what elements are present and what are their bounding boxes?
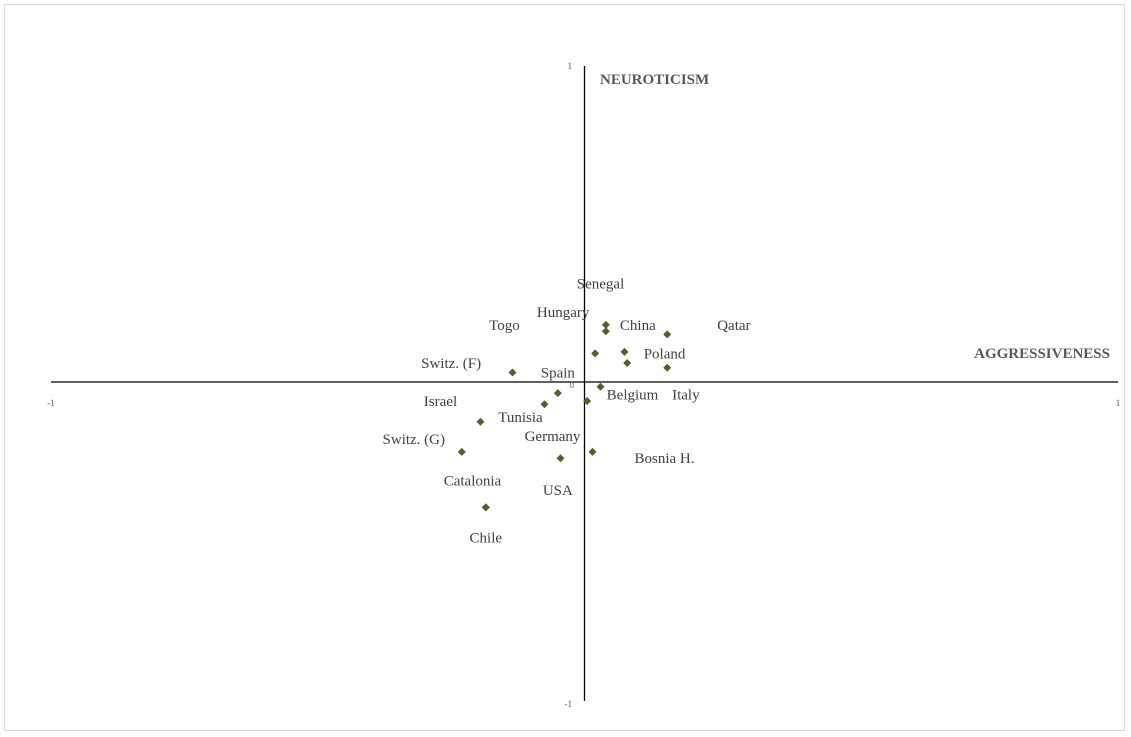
data-point [596,382,605,391]
data-points [457,320,672,512]
data-point [663,363,672,372]
y-axis-title: NEUROTICISM [600,72,709,88]
data-label: Hungary [537,305,590,321]
origin-tick: 0 [570,380,575,390]
axes: AGGRESSIVENESS NEUROTICISM -1 1 1 -1 0 [47,61,1120,709]
data-point [481,503,490,512]
data-point [601,327,610,336]
data-label: Switz. (F) [421,356,481,372]
data-point [620,347,629,356]
data-point [588,447,597,456]
y-tick-max: 1 [568,61,573,71]
data-label: Catalonia [444,473,502,489]
data-point [556,454,565,463]
x-tick-max: 1 [1116,398,1121,408]
data-point [583,397,592,406]
data-label: China [620,318,656,334]
data-label: Chile [470,531,503,547]
data-point [663,330,672,339]
data-point [591,349,600,358]
chart-frame [4,4,1125,731]
data-label: Spain [541,365,576,381]
data-label: Israel [424,394,457,410]
data-label: Qatar [717,318,750,334]
data-point [553,389,562,398]
data-label: USA [543,483,573,499]
data-label: Tunisia [498,410,543,426]
data-labels: Senegal Hungary China Togo Qatar Poland Italy S… [383,277,751,547]
data-label: Germany [525,429,581,445]
data-point [623,358,632,367]
data-label: Poland [644,346,686,362]
data-label: Bosnia H. [635,451,695,467]
data-point [476,417,485,426]
x-tick-min: -1 [47,398,55,408]
data-label: Belgium [607,388,659,404]
data-label: Togo [489,318,520,334]
y-tick-min: -1 [565,699,573,709]
data-label: Italy [672,388,700,404]
data-point [457,447,466,456]
x-axis-title: AGGRESSIVENESS [974,346,1110,362]
data-point [540,400,549,409]
data-label: Switz. (G) [383,432,446,448]
data-point [601,320,610,329]
data-label: Senegal [577,277,624,293]
data-point [508,368,517,377]
